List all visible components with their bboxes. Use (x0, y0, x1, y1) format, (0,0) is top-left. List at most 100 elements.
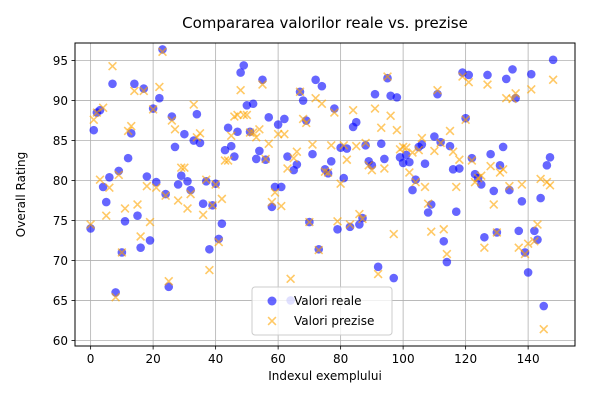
point-valori-reale (486, 149, 495, 159)
point-valori-prezise (433, 85, 442, 95)
point-valori-reale (411, 175, 420, 185)
point-valori-prezise (142, 181, 152, 191)
point-valori-prezise (389, 229, 399, 239)
point-valori-reale (533, 235, 542, 244)
point-valori-reale (130, 79, 139, 89)
point-valori-reale (442, 257, 452, 267)
legend: Valori reale Valori prezise (251, 286, 393, 336)
point-valori-prezise (120, 204, 130, 213)
y-tick-label: 65 (53, 294, 68, 308)
point-valori-prezise (529, 236, 539, 246)
point-valori-prezise (492, 228, 502, 237)
point-valori-prezise (195, 128, 205, 138)
point-valori-prezise (245, 128, 255, 138)
y-tick-label: 70 (53, 254, 68, 268)
point-valori-prezise (123, 126, 133, 136)
point-valori-reale (258, 75, 267, 85)
point-valori-reale (430, 132, 439, 141)
legend-marker-valori-prezise (267, 316, 277, 326)
point-valori-prezise (426, 227, 436, 237)
point-valori-reale (180, 129, 189, 139)
point-valori-reale (467, 153, 477, 163)
point-valori-reale (145, 236, 155, 245)
point-valori-prezise (173, 196, 183, 205)
point-valori-prezise (170, 124, 180, 134)
point-valori-prezise (504, 181, 514, 191)
point-valori-prezise (329, 108, 339, 118)
point-valori-reale (101, 197, 111, 207)
point-valori-reale (251, 154, 261, 164)
legend-marker-valori-reale (267, 296, 277, 306)
point-valori-reale (267, 202, 277, 212)
point-valori-prezise (545, 180, 555, 190)
point-valori-prezise (308, 140, 317, 149)
chart-title: Compararea valorilor reale vs. prezise (182, 14, 468, 32)
point-valori-reale (108, 79, 117, 89)
point-valori-prezise (261, 154, 271, 164)
point-valori-prezise (476, 171, 486, 181)
point-valori-prezise (286, 274, 296, 284)
point-valori-reale (461, 113, 470, 123)
point-valori-reale (151, 177, 161, 187)
x-tick-label: 80 (333, 352, 348, 366)
point-valori-reale (230, 152, 239, 161)
point-valori-prezise (289, 153, 299, 163)
y-tick-label: 80 (53, 174, 68, 188)
point-valori-prezise (508, 94, 517, 104)
point-valori-prezise (117, 247, 127, 257)
point-valori-reale (339, 173, 349, 183)
point-valori-prezise (461, 115, 471, 125)
point-valori-prezise (164, 276, 174, 286)
point-valori-prezise (436, 138, 446, 148)
point-valori-reale (445, 141, 455, 151)
point-valori-reale (223, 123, 233, 133)
point-valori-reale (142, 172, 152, 181)
point-valori-reale (539, 301, 549, 311)
point-valori-prezise (133, 200, 142, 209)
point-valori-reale (139, 84, 149, 93)
point-valori-reale (273, 120, 283, 129)
point-valori-reale (508, 65, 517, 74)
point-valori-prezise (248, 128, 258, 138)
point-valori-reale (523, 268, 533, 277)
point-valori-reale (498, 142, 508, 152)
point-valori-reale (517, 196, 527, 206)
point-valori-prezise (264, 139, 274, 149)
point-valori-reale (408, 185, 417, 195)
point-valori-reale (542, 161, 552, 170)
point-valori-prezise (354, 209, 364, 219)
point-valori-prezise (223, 156, 233, 165)
point-valori-prezise (411, 177, 421, 187)
y-tick-label: 95 (53, 54, 68, 68)
point-valori-prezise (358, 214, 367, 224)
point-valori-prezise (254, 124, 264, 134)
point-valori-reale (526, 69, 536, 79)
point-valori-prezise (339, 140, 349, 150)
point-valori-prezise (479, 243, 489, 253)
point-valori-prezise (392, 125, 402, 135)
point-valori-prezise (445, 126, 455, 136)
point-valori-prezise (136, 232, 146, 241)
point-valori-prezise (383, 72, 392, 82)
point-valori-reale (164, 282, 174, 292)
point-valori-reale (255, 146, 264, 156)
x-axis-label: Indexul exemplului (268, 369, 382, 383)
point-valori-reale (308, 149, 317, 159)
point-valori-reale (105, 173, 114, 182)
point-valori-reale (217, 219, 227, 228)
point-valori-prezise (283, 164, 292, 173)
point-valori-prezise (111, 292, 121, 302)
point-valori-prezise (86, 220, 96, 229)
point-valori-prezise (267, 197, 277, 207)
x-tick-label: 60 (270, 352, 285, 366)
x-tick-label: 40 (208, 352, 223, 366)
point-valori-prezise (214, 237, 224, 247)
point-valori-reale (530, 226, 539, 236)
point-valori-prezise (236, 85, 246, 95)
point-valori-reale (280, 114, 289, 124)
grid (75, 43, 575, 346)
point-valori-prezise (401, 143, 411, 153)
point-valori-prezise (154, 82, 164, 92)
point-valori-prezise (336, 179, 346, 189)
legend-label-valori-reale: Valori reale (294, 294, 362, 308)
